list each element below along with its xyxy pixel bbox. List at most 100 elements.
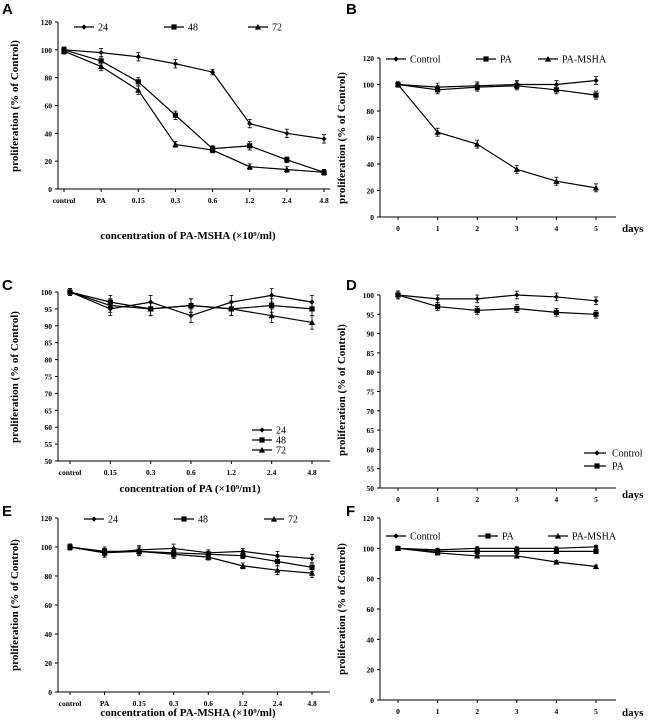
data-point: [135, 79, 141, 85]
y-tick-label: 65: [45, 406, 53, 415]
series-24: [61, 46, 327, 144]
data-point: [514, 548, 520, 554]
data-point: [553, 81, 559, 88]
legend-item-24: 24: [84, 515, 118, 526]
legend-marker: [594, 463, 600, 469]
y-tick-label: 20: [45, 157, 53, 166]
x-axis-label: concentration of PA-MSHA (×10⁹/ml): [100, 707, 276, 719]
x-tick-label: 4.8: [319, 196, 329, 205]
data-point: [60, 48, 68, 54]
data-point: [435, 87, 441, 93]
legend-item-72: 72: [248, 23, 282, 34]
y-axis-label: proliferation (% of Control): [9, 40, 21, 172]
series-line: [397, 79, 597, 88]
y-tick-label: 80: [367, 107, 375, 116]
data-point: [395, 292, 401, 298]
panel-f: F 0 20 40 60 80 100 120 0 1 2 3 4 5 days proliferation …: [336, 503, 644, 719]
data-point: [107, 302, 114, 309]
data-point: [147, 305, 154, 312]
x-tick-label: 0.15: [104, 468, 117, 477]
x-tick-label: 0.15: [132, 196, 145, 205]
legend-marker: [91, 516, 97, 522]
data-point: [592, 184, 600, 191]
data-point: [474, 307, 480, 314]
x-tick-label: 2.4: [282, 196, 292, 205]
data-point: [136, 548, 143, 554]
data-point: [553, 309, 559, 315]
x-axis-label: concentration of PA (×10⁹/m1): [119, 483, 260, 495]
x-tick-label: 0.6: [208, 196, 218, 205]
data-point: [66, 288, 74, 295]
legend-label: 48: [276, 436, 286, 447]
data-point: [239, 562, 246, 569]
data-point: [98, 50, 104, 56]
series-72: [66, 288, 316, 330]
legend-marker: [171, 24, 177, 30]
y-tick-label: 20: [367, 666, 375, 675]
data-point: [474, 84, 480, 90]
y-tick-label: 20: [367, 187, 375, 196]
x-tick-label: 2.4: [273, 699, 283, 708]
y-axis-label: proliferation (% of Control): [336, 543, 348, 675]
legend-item-48: 48: [164, 23, 198, 34]
data-point: [309, 564, 315, 570]
data-point: [135, 87, 142, 93]
y-tick-label: 40: [367, 160, 375, 169]
x-tick-label: 2: [475, 707, 479, 716]
y-tick-label: 40: [45, 129, 53, 138]
data-point: [394, 545, 402, 551]
data-point: [283, 166, 290, 173]
x-tick-label: 3: [515, 707, 519, 716]
legend-item-control: Control: [386, 532, 441, 543]
data-point: [269, 292, 275, 298]
series-72: [60, 48, 328, 176]
legend-marker: [254, 23, 262, 30]
y-tick-label: 120: [363, 54, 375, 63]
y-tick-label: 60: [367, 134, 375, 143]
x-tick-label: control: [59, 468, 82, 477]
panel-letter: A: [2, 1, 13, 18]
data-point: [592, 563, 600, 570]
x-tick-label: 3: [515, 224, 519, 233]
x-tick-label: 1.2: [245, 196, 255, 205]
x-axis-label: days: [622, 707, 644, 719]
legend-marker: [270, 515, 278, 522]
data-point: [513, 552, 520, 559]
legend-marker: [259, 427, 265, 433]
series-line: [397, 547, 597, 568]
x-tick-label: 4: [555, 224, 559, 233]
data-point: [101, 549, 108, 556]
data-point: [309, 556, 315, 562]
legend-label: 72: [288, 515, 298, 526]
data-point: [188, 313, 194, 319]
x-tick-label: 2: [475, 495, 479, 504]
data-point: [474, 141, 481, 147]
data-point: [135, 54, 141, 60]
y-tick-label: 85: [45, 339, 53, 348]
data-point: [98, 63, 105, 70]
data-point: [474, 545, 480, 551]
panel-letter: B: [346, 1, 357, 18]
data-point: [320, 169, 328, 175]
panel-c: C 50 55 60 65 70 75 80 85 90 95 100 control 0.15 0.3 0.…: [2, 277, 330, 495]
series-line: [69, 546, 313, 574]
data-point: [309, 306, 315, 312]
x-tick-label: 4: [555, 707, 559, 716]
x-tick-label: 4.8: [307, 468, 317, 477]
legend-label: PA: [612, 462, 625, 473]
x-tick-label: 1.2: [238, 699, 248, 708]
panel-letter: E: [2, 503, 12, 520]
y-tick-label: 100: [41, 543, 53, 552]
x-tick-label: 5: [594, 707, 598, 716]
data-point: [205, 554, 212, 560]
x-tick-label: PA: [96, 196, 106, 205]
legend-marker: [258, 446, 266, 453]
legend-item-72: 72: [264, 515, 298, 526]
y-tick-label: 120: [41, 18, 53, 27]
y-tick-label: 70: [367, 407, 375, 416]
y-tick-label: 80: [45, 74, 53, 83]
series-line: [69, 546, 313, 568]
data-point: [274, 567, 281, 573]
y-tick-label: 90: [45, 322, 53, 331]
